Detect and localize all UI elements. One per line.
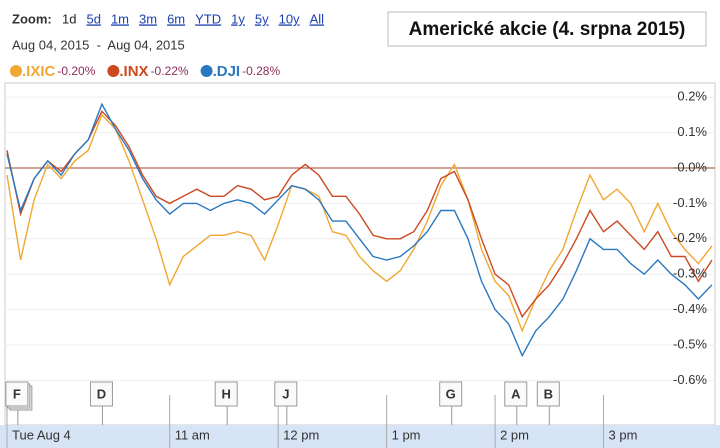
x-tick-label: 11 am [175,427,210,442]
legend-marker [200,65,213,77]
y-tick-label: 0.1% [677,124,707,139]
y-tick-label: -0.0% [673,159,707,174]
zoom-option[interactable]: 1m [111,11,129,26]
flag[interactable] [89,381,113,407]
series-line [6,110,713,319]
x-tick-label: 12 pm [283,427,319,442]
legend-name[interactable]: .INX [119,63,148,80]
legend-change: -0.28% [242,64,280,78]
x-tick-label: Tue Aug 4 [12,427,71,442]
zoom-option[interactable]: All [310,11,325,26]
chart-title: Americké akcie (4. srpna 2015) [409,19,686,40]
series-line [6,113,713,333]
flag-label[interactable]: A [511,386,521,401]
y-tick-label: -0.2% [673,230,707,245]
zoom-option[interactable]: YTD [195,11,221,26]
flag[interactable] [504,381,528,407]
zoom-option[interactable]: 6m [167,11,185,26]
flag[interactable] [214,381,238,407]
zoom-option[interactable]: 5d [86,11,100,26]
legend-name[interactable]: .IXIC [22,63,56,80]
legend-change: -0.22% [151,64,189,78]
x-tick-label: 2 pm [500,427,529,442]
y-tick-label: -0.3% [673,266,707,281]
y-tick-label: 0.2% [677,89,707,104]
flag-label[interactable]: B [544,386,553,401]
date-range: Aug 04, 2015 - Aug 04, 2015 [12,37,185,52]
flag[interactable] [5,381,29,407]
flag[interactable] [536,381,560,407]
y-tick-label: -0.4% [673,301,707,316]
y-tick-label: -0.1% [673,195,707,210]
series-line [6,102,713,358]
flag[interactable] [274,381,298,407]
flag[interactable] [439,381,463,407]
x-tick-label: 1 pm [392,427,421,442]
flag-label[interactable]: G [446,386,456,401]
flag-label[interactable]: D [97,386,106,401]
y-tick-label: -0.6% [673,372,707,387]
legend-marker [10,65,22,77]
zoom-label: Zoom: [12,11,52,26]
x-axis-band [0,425,720,448]
legend-name[interactable]: .DJI [213,63,241,80]
legend-marker [107,65,120,77]
legend-change: -0.20% [57,64,95,78]
flag-label[interactable]: J [282,386,289,401]
zoom-option: 1d [62,11,76,26]
flag-label[interactable]: H [221,386,230,401]
title-box [387,11,707,47]
zoom-option[interactable]: 3m [139,11,157,26]
y-tick-label: -0.5% [673,336,707,351]
zoom-option[interactable]: 1y [231,11,245,26]
zoom-option[interactable]: 10y [279,11,300,26]
flag-label[interactable]: F [13,386,21,401]
zoom-option[interactable]: 5y [255,11,269,26]
x-tick-label: 3 pm [609,427,638,442]
